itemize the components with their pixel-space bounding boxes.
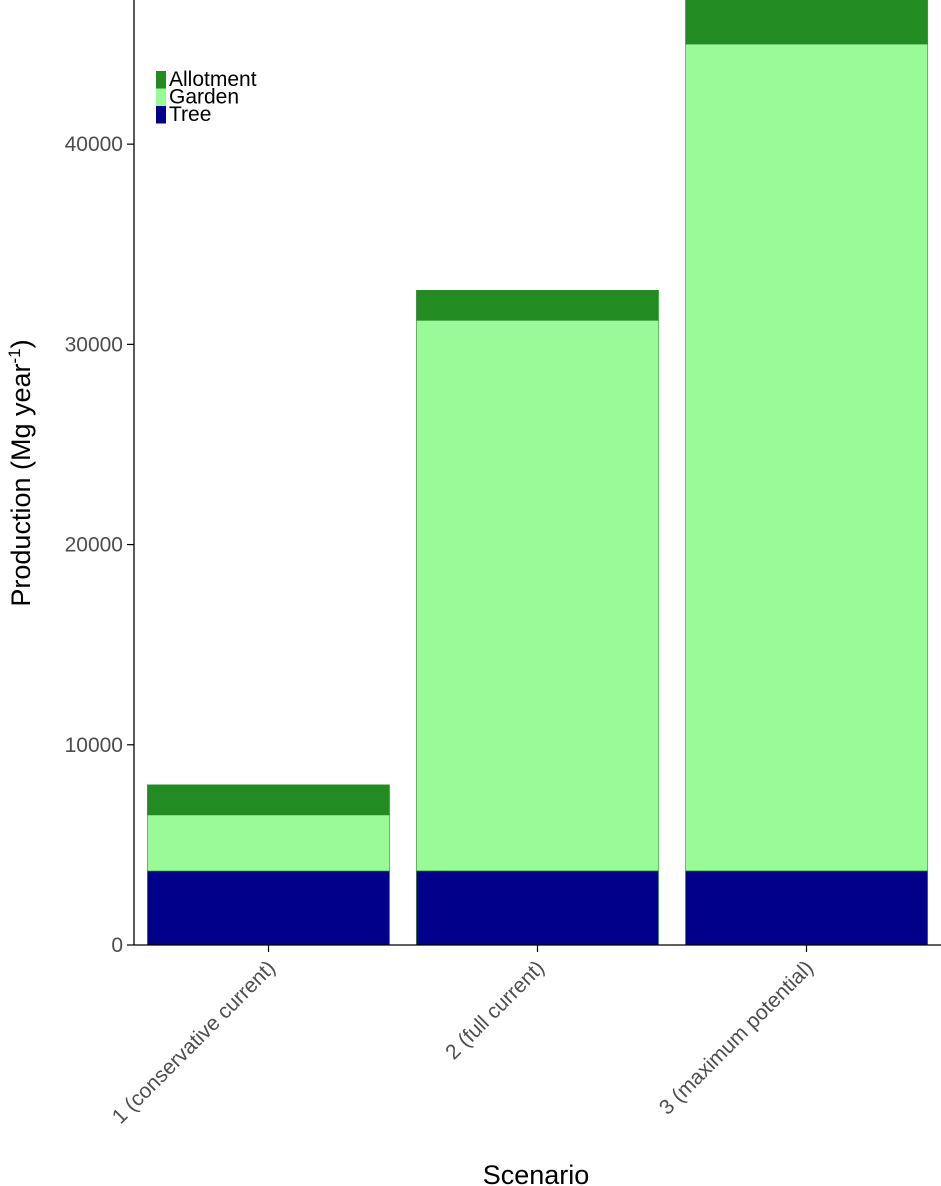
legend-label-allotment: Allotment bbox=[169, 68, 257, 91]
x-tick-label-1: 1 (conservative current) bbox=[108, 956, 280, 1128]
y-tick-label: 30000 bbox=[65, 333, 123, 356]
legend-swatch-allotment bbox=[156, 71, 166, 89]
bar-segment-garden-3 bbox=[685, 43, 928, 872]
bar-segment-tree-1 bbox=[147, 870, 390, 946]
y-tick-label: 10000 bbox=[65, 734, 123, 757]
bar-segment-allotment-2 bbox=[416, 289, 659, 321]
bar-segment-tree-2 bbox=[416, 870, 659, 946]
y-tick-label: 0 bbox=[111, 934, 123, 957]
bar-segment-garden-2 bbox=[416, 319, 659, 872]
legend-label-garden: Garden bbox=[169, 86, 239, 109]
y-axis-title-end: ) bbox=[6, 339, 36, 348]
x-axis-ticks: 1 (conservative current) 2 (full current)… bbox=[108, 945, 818, 1129]
bar-segment-allotment-3 bbox=[685, 0, 928, 45]
y-axis-title-superscript: -1 bbox=[5, 348, 24, 363]
y-tick-label: 20000 bbox=[65, 534, 123, 557]
y-axis-title: Production (Mg year-1) bbox=[5, 339, 36, 606]
bar-segment-garden-1 bbox=[147, 814, 390, 872]
x-tick-label-2: 2 (full current) bbox=[441, 956, 549, 1064]
y-axis-ticks: 0 10000 20000 30000 40000 bbox=[65, 133, 134, 957]
y-tick-label: 40000 bbox=[65, 133, 123, 156]
bar-segment-allotment-1 bbox=[147, 784, 390, 816]
x-axis-title: Scenario bbox=[483, 1160, 590, 1186]
x-tick-label-3: 3 (maximum potential) bbox=[655, 956, 818, 1119]
legend-label-tree: Tree bbox=[169, 103, 211, 126]
y-axis-title-main: Production (Mg year bbox=[6, 364, 36, 607]
bars-layer bbox=[147, 0, 928, 946]
legend-swatch-tree bbox=[156, 106, 166, 124]
bar-segment-tree-3 bbox=[685, 870, 928, 946]
legend-swatch-garden bbox=[156, 88, 166, 106]
